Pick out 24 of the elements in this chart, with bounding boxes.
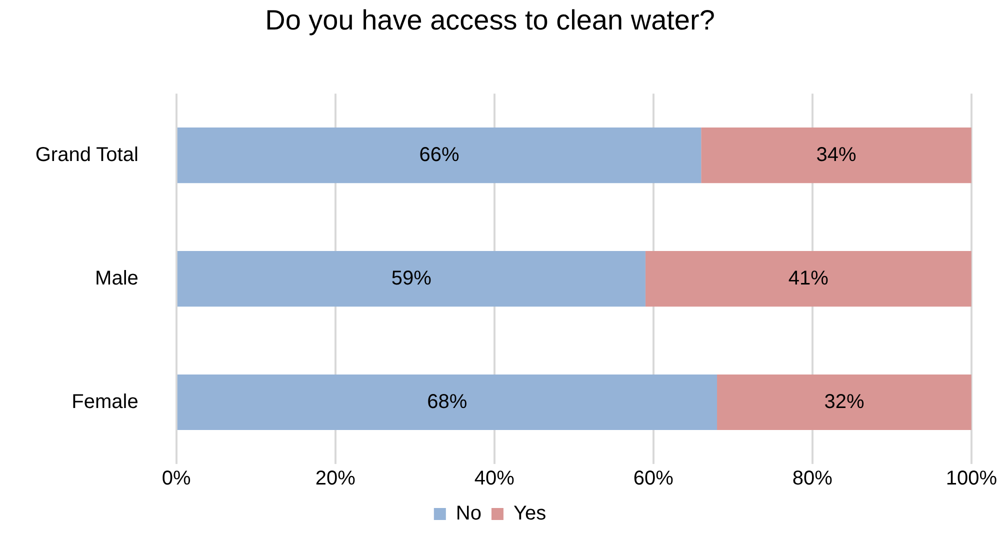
data-label: 68% [427, 390, 468, 413]
y-tick-label: Male [95, 267, 138, 290]
y-tick-label: Female [72, 390, 138, 413]
x-tick-label: 20% [315, 468, 356, 490]
x-tick-label: 40% [474, 468, 515, 490]
bar [177, 374, 718, 430]
data-label: 59% [391, 267, 432, 290]
legend-label: Yes [513, 502, 546, 525]
data-label: 34% [816, 144, 856, 166]
data-label: 66% [419, 144, 460, 166]
data-label: 41% [788, 267, 829, 290]
chart-title: Do you have access to clean water? [265, 4, 715, 36]
bar [177, 251, 646, 307]
data-label: 32% [824, 390, 864, 413]
legend-label: No [456, 502, 482, 525]
x-tick-label: 0% [162, 468, 192, 490]
bar [717, 374, 972, 430]
x-tick-label: 60% [633, 468, 674, 490]
x-tick-label: 80% [792, 468, 833, 490]
bar [701, 128, 972, 184]
x-tick-label: 100% [946, 468, 998, 490]
y-tick-label: Grand Total [35, 144, 138, 166]
bar [177, 128, 702, 184]
bar [645, 251, 972, 307]
